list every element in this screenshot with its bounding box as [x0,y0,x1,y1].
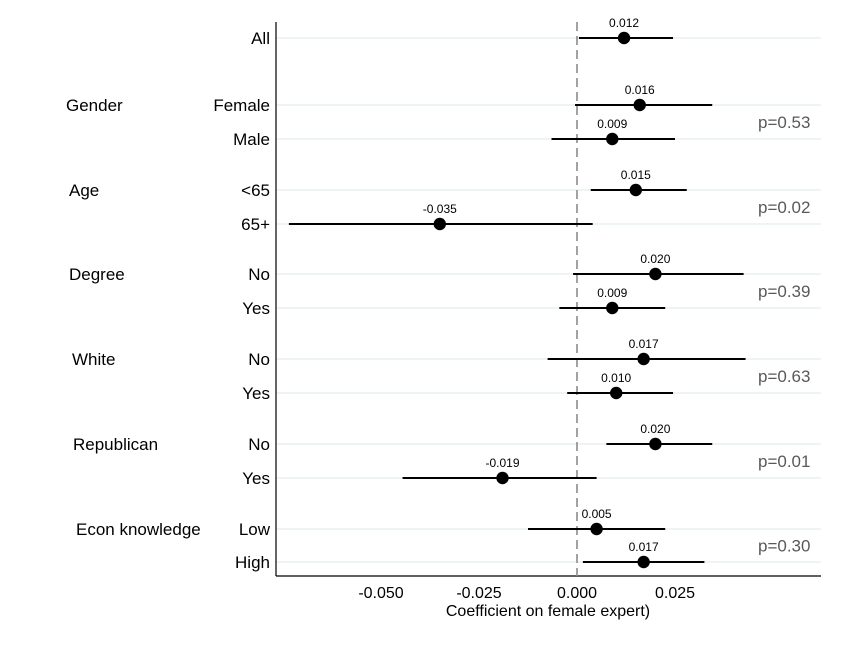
value-label: 0.005 [582,507,612,521]
value-label: 0.020 [640,422,670,436]
row-label: <65 [241,181,270,200]
group-label: Gender [66,96,123,115]
coefficient-point [649,437,662,451]
row-label: Yes [242,299,270,318]
x-tick-label: 0.000 [557,585,597,602]
value-label: 0.016 [625,83,655,97]
x-axis-label: Coefficient on female expert) [446,603,650,620]
value-label: 0.020 [640,252,670,266]
coefficient-point [433,217,446,231]
coefficient-point [606,132,619,146]
group-label: Degree [69,265,125,284]
value-label: 0.015 [621,168,651,182]
coefficient-point [637,555,650,569]
row-label: All [251,29,270,48]
p-value-label: p=0.02 [758,198,810,217]
row-label: Low [239,520,271,539]
coefficient-point [633,98,646,112]
x-tick-label: 0.025 [655,585,695,602]
value-label: 0.012 [609,16,639,30]
value-label: 0.010 [601,371,631,385]
group-label: White [72,350,115,369]
coefficient-point [606,301,619,315]
group-label: Econ knowledge [76,520,201,539]
value-label: 0.017 [629,540,659,554]
row-label: Female [213,96,270,115]
coefficient-point [629,183,642,197]
coefficient-point [496,471,509,485]
group-label: Republican [73,435,158,454]
x-tick-label: -0.025 [456,585,501,602]
value-label: 0.009 [597,117,627,131]
row-label: 65+ [241,215,270,234]
row-label: High [235,553,270,572]
row-label: Male [233,130,270,149]
x-tick-label: -0.050 [358,585,403,602]
value-label: 0.009 [597,286,627,300]
value-label: -0.019 [486,456,520,470]
coefficient-point [617,31,631,45]
coefficient-point [610,386,623,400]
row-label: No [248,350,270,369]
coefficient-point [649,267,662,281]
p-value-label: p=0.30 [758,537,810,556]
coefficient-point [637,352,650,366]
coefficient-point [590,522,603,536]
p-value-label: p=0.63 [758,367,810,386]
value-label: -0.035 [423,202,457,216]
row-label: No [248,265,270,284]
row-label: No [248,435,270,454]
value-label: 0.017 [629,337,659,351]
p-value-label: p=0.53 [758,113,810,132]
row-label: Yes [242,469,270,488]
row-label: Yes [242,384,270,403]
p-value-label: p=0.39 [758,282,810,301]
group-label: Age [69,181,99,200]
p-value-label: p=0.01 [758,452,810,471]
